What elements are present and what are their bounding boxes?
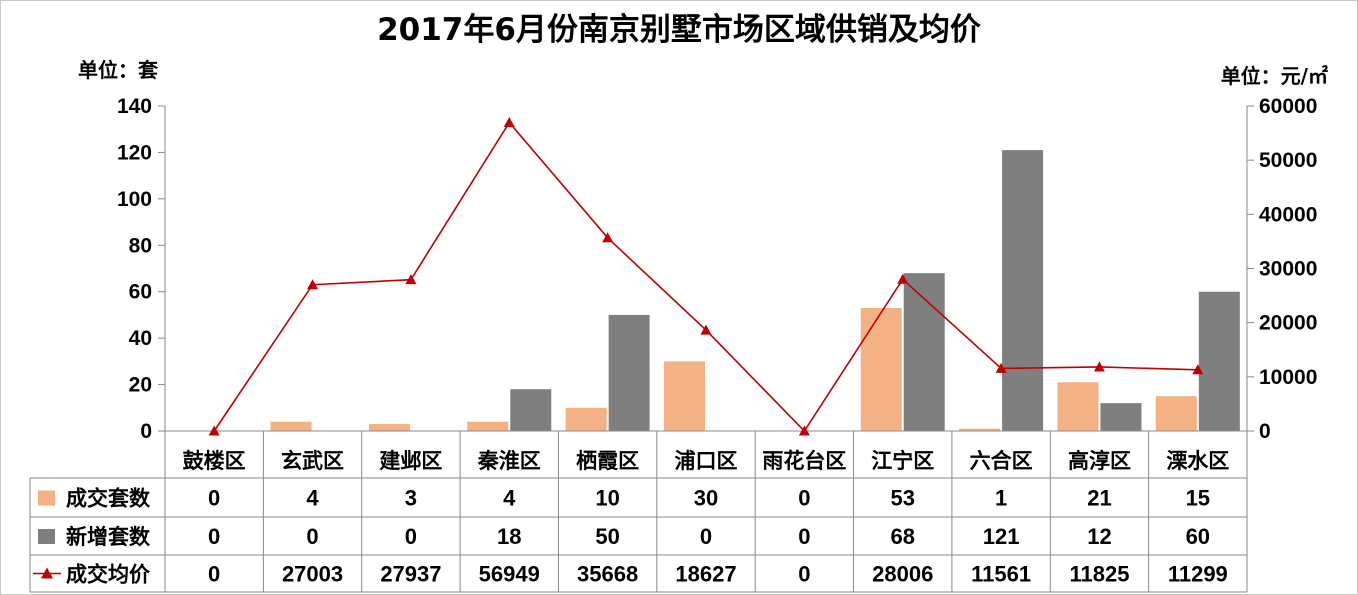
category-label: 建邺区 [379, 449, 442, 473]
deal-units-bar [368, 424, 410, 431]
table-cell-value: 28006 [872, 562, 933, 587]
table-cell-value: 0 [208, 562, 220, 587]
category-label: 浦口区 [675, 449, 738, 473]
new-units-bar [510, 389, 552, 431]
table-cell-value: 35668 [577, 562, 638, 587]
deal-units-bar [1057, 382, 1099, 431]
table-cell-value: 0 [306, 524, 318, 549]
deal-units-bar [664, 361, 705, 431]
left-axis-tick-label: 20 [129, 374, 152, 397]
category-label: 玄武区 [281, 449, 344, 473]
right-axis-tick-label: 40000 [1259, 203, 1317, 226]
right-axis-tick-label: 60000 [1259, 95, 1317, 118]
legend-key-deal-units [38, 490, 55, 506]
avg-price-marker [602, 232, 614, 243]
avg-price-marker [1093, 361, 1105, 372]
left-axis-tick-label: 140 [117, 95, 152, 118]
avg-price-marker [798, 425, 810, 436]
avg-price-marker [897, 273, 909, 284]
chart-title: 2017年6月份南京别墅市场区域供销及均价 [377, 12, 981, 48]
table-cell-value: 68 [890, 524, 914, 549]
table-cell-value: 1 [995, 486, 1007, 511]
category-label: 溧水区 [1166, 449, 1229, 473]
deal-units-bar [959, 428, 1001, 431]
table-cell-value: 15 [1186, 486, 1210, 511]
table-cell-value: 0 [208, 524, 220, 549]
table-cell-value: 0 [208, 486, 220, 511]
category-label: 雨花台区 [762, 449, 846, 473]
category-label: 六合区 [970, 449, 1033, 473]
table-cell-value: 50 [595, 524, 619, 549]
table-cell-value: 0 [405, 524, 417, 549]
left-axis-tick-label: 40 [129, 327, 152, 350]
table-cell-value: 11825 [1069, 562, 1129, 587]
avg-price-line [213, 121, 1198, 433]
right-axis-tick-label: 50000 [1259, 149, 1317, 172]
table-cell-value: 60 [1186, 524, 1210, 549]
left-axis-tick-label: 0 [140, 420, 152, 443]
right-axis-tick-label: 30000 [1259, 258, 1317, 281]
table-cell-value: 18 [497, 524, 521, 549]
right-axis-tick-label: 0 [1259, 420, 1271, 443]
category-label: 鼓楼区 [183, 449, 246, 473]
table-cell-value: 12 [1087, 524, 1111, 549]
deal-units-bar [270, 421, 312, 431]
table-cell-value: 4 [503, 486, 516, 511]
table-cell-value: 18627 [675, 562, 736, 587]
category-label: 江宁区 [871, 449, 934, 473]
legend-label: 成交套数 [66, 487, 151, 511]
right-axis-tick-label: 10000 [1259, 366, 1317, 389]
left-axis-tick-label: 60 [129, 281, 152, 304]
right-axis-unit: 单位：元/㎡ [1220, 64, 1328, 88]
table-cell-value: 21 [1087, 486, 1111, 511]
avg-price-marker [405, 274, 417, 285]
table-cell-value: 11561 [971, 562, 1031, 587]
table-cell-value: 56949 [479, 562, 540, 587]
right-axis-tick-label: 20000 [1259, 312, 1317, 335]
legend-label: 新增套数 [66, 525, 151, 549]
deal-units-bar [467, 421, 509, 431]
new-units-bar [1198, 291, 1240, 431]
avg-price-marker [995, 362, 1007, 373]
table-cell-value: 27937 [380, 562, 441, 587]
table-cell-value: 0 [700, 524, 712, 549]
new-units-bar [903, 273, 945, 431]
new-units-bar [608, 314, 650, 431]
deal-units-bar [565, 407, 607, 431]
legend-key-avg-price-marker [41, 567, 53, 579]
new-units-bar [1002, 150, 1044, 431]
left-axis-tick-label: 120 [117, 141, 152, 164]
avg-price-marker [700, 324, 712, 335]
left-axis-tick-label: 80 [129, 234, 152, 257]
table-cell-value: 0 [798, 486, 810, 511]
category-label: 栖霞区 [576, 449, 639, 473]
new-units-bar [1100, 403, 1142, 431]
legend-key-new-units [38, 529, 55, 544]
avg-price-marker [208, 425, 220, 436]
table-cell-value: 121 [983, 524, 1020, 549]
table-cell-value: 10 [595, 486, 619, 511]
table-cell-value: 11299 [1168, 562, 1228, 587]
legend-label: 成交均价 [66, 563, 151, 587]
avg-price-marker [1192, 364, 1204, 375]
category-label: 高淳区 [1068, 449, 1131, 473]
table-cell-value: 4 [306, 486, 319, 511]
deal-units-bar [1155, 396, 1197, 431]
avg-price-marker [503, 117, 515, 128]
category-label: 秦淮区 [477, 449, 541, 473]
deal-units-bar [860, 307, 902, 431]
table-cell-value: 3 [405, 486, 417, 511]
table-cell-value: 30 [694, 486, 718, 511]
avg-price-marker [307, 279, 319, 290]
table-cell-value: 0 [798, 562, 810, 587]
table-cell-value: 53 [890, 486, 914, 511]
table-cell-value: 0 [798, 524, 810, 549]
left-axis-unit: 单位：套 [78, 58, 158, 82]
table-cell-value: 27003 [282, 562, 343, 587]
left-axis-tick-label: 100 [117, 188, 152, 211]
